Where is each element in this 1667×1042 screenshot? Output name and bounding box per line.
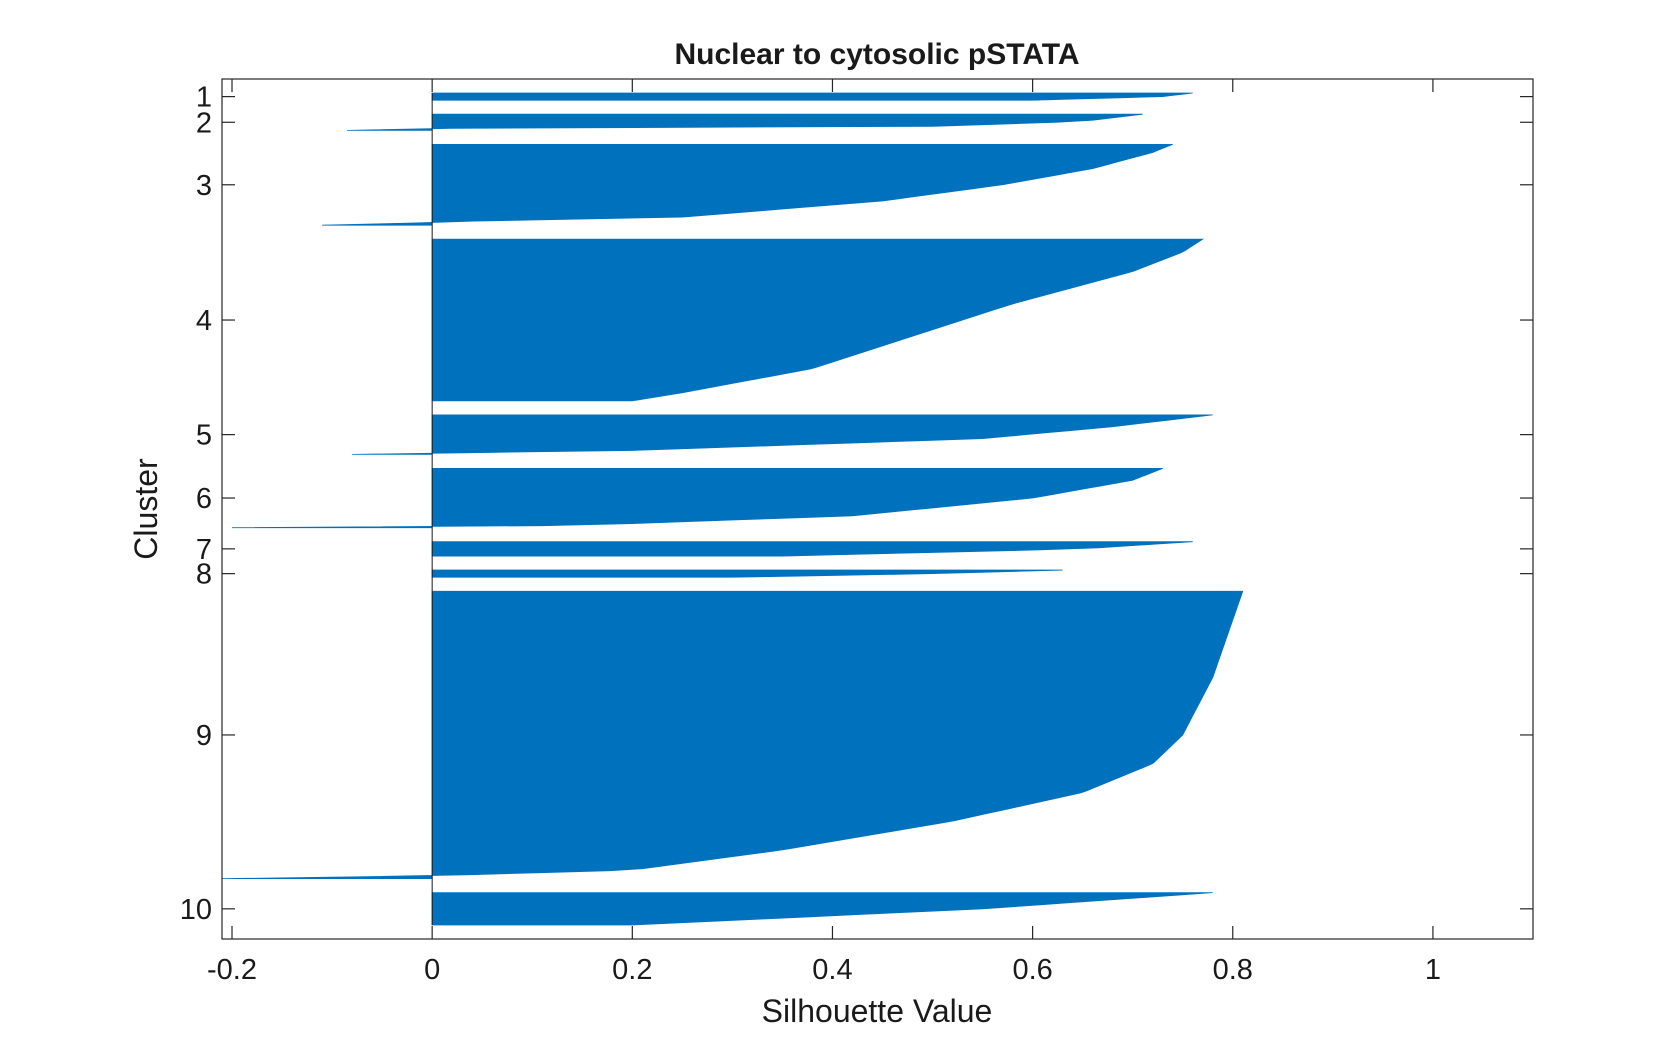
x-tick-label-0.2: 0.2 xyxy=(612,954,652,986)
y-tick-label-2: 2 xyxy=(196,107,212,139)
x-tick-label-0.8: 0.8 xyxy=(1213,954,1253,986)
x-tick-label-0.6: 0.6 xyxy=(1012,954,1052,986)
y-tick-label-5: 5 xyxy=(196,420,212,452)
x-tick-label--0.2: -0.2 xyxy=(207,954,257,986)
silhouette-cluster-10 xyxy=(431,892,1213,926)
y-tick-label-9: 9 xyxy=(196,720,212,752)
y-tick-label-4: 4 xyxy=(196,305,212,337)
silhouette-cluster-9 xyxy=(221,590,1244,880)
y-tick-label-6: 6 xyxy=(196,483,212,515)
x-axis-label: Silhouette Value xyxy=(762,993,993,1029)
x-tick-label-0.4: 0.4 xyxy=(812,954,852,986)
silhouette-cluster-2 xyxy=(347,113,1143,131)
chart-title: Nuclear to cytosolic pSTATA xyxy=(674,38,1079,71)
y-tick-label-1: 1 xyxy=(196,82,212,114)
silhouette-cluster-1 xyxy=(431,92,1193,101)
silhouette-cluster-4 xyxy=(431,238,1205,402)
y-tick-label-3: 3 xyxy=(196,170,212,202)
y-tick-label-8: 8 xyxy=(196,559,212,591)
x-tick-label-1: 1 xyxy=(1425,954,1441,986)
silhouette-cluster-7 xyxy=(431,541,1193,557)
bars-layer xyxy=(221,92,1244,926)
silhouette-cluster-3 xyxy=(322,143,1173,226)
plot-frame xyxy=(221,78,1534,940)
silhouette-cluster-8 xyxy=(431,569,1063,578)
y-axis-label: Cluster xyxy=(128,458,164,560)
x-tick-label-0: 0 xyxy=(424,954,440,986)
silhouette-cluster-5 xyxy=(352,414,1213,455)
y-tick-label-7: 7 xyxy=(196,534,212,566)
y-tick-label-10: 10 xyxy=(180,894,212,926)
silhouette-cluster-6 xyxy=(232,467,1163,529)
